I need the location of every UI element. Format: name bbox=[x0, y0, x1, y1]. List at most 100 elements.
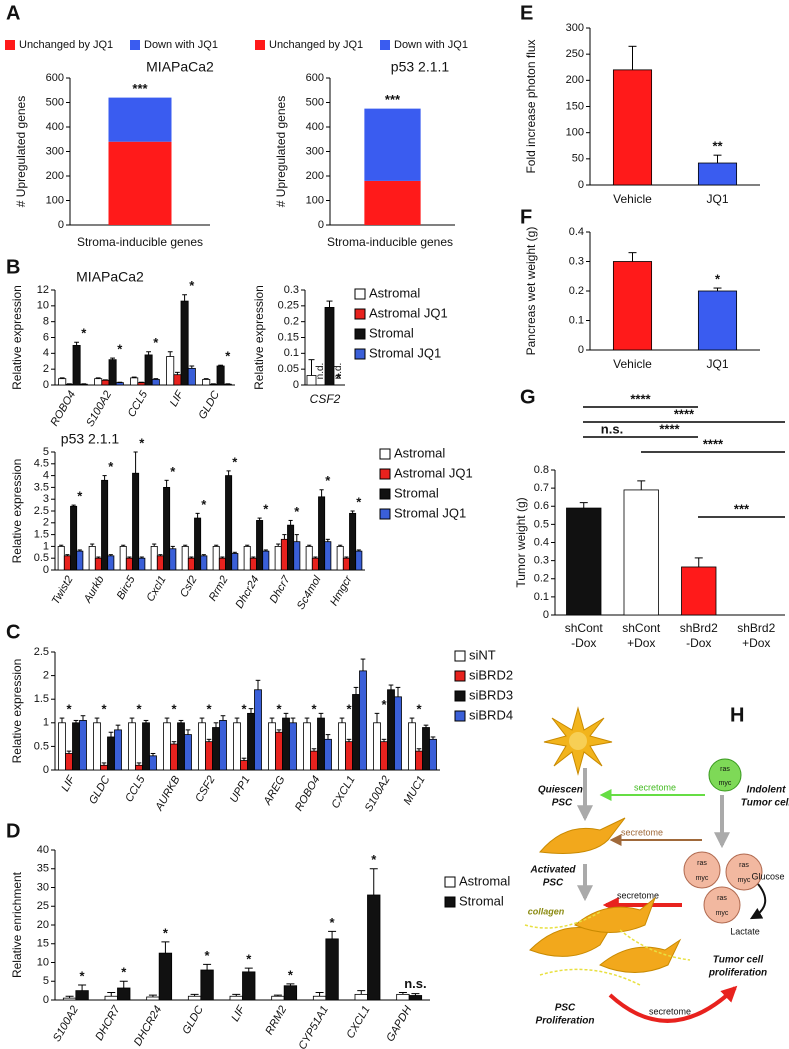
y-tick-label: 0 bbox=[43, 994, 49, 1006]
bar bbox=[317, 717, 325, 771]
y-tick-label: 1.5 bbox=[34, 529, 49, 541]
bar bbox=[325, 938, 339, 1001]
label: Glucose bbox=[751, 871, 784, 881]
bar bbox=[271, 995, 285, 1001]
bar bbox=[219, 720, 227, 771]
bar bbox=[181, 546, 189, 571]
bar bbox=[79, 720, 87, 771]
legend-swatch bbox=[379, 468, 391, 480]
bar bbox=[169, 548, 177, 571]
y-tick-label: 40 bbox=[37, 844, 49, 856]
bar bbox=[187, 557, 195, 571]
bar bbox=[256, 520, 264, 571]
bar bbox=[697, 290, 738, 351]
bar bbox=[63, 555, 71, 571]
x-tick-label: +Dox bbox=[627, 636, 655, 650]
tumor-cell bbox=[725, 853, 763, 891]
bar bbox=[57, 546, 65, 571]
annotation: * bbox=[117, 342, 123, 357]
bar bbox=[373, 722, 381, 771]
annotation: * bbox=[356, 494, 362, 509]
annotation: * bbox=[311, 702, 317, 717]
bar bbox=[88, 546, 96, 571]
x-tick-label: JQ1 bbox=[706, 192, 728, 206]
bar bbox=[93, 722, 101, 771]
bar bbox=[681, 566, 717, 616]
label: proliferation bbox=[708, 968, 767, 979]
bar bbox=[268, 722, 276, 771]
y-tick-label: 0 bbox=[543, 609, 549, 621]
gene: myc bbox=[738, 877, 751, 884]
bar bbox=[387, 689, 395, 771]
y-axis-label: # Upregulated genes bbox=[14, 96, 28, 207]
annotation: * bbox=[171, 702, 177, 717]
y-tick-label: 0.2 bbox=[534, 573, 549, 585]
x-tick-label: CXCL1 bbox=[329, 774, 357, 811]
activated-cell bbox=[539, 817, 626, 854]
annotation: * bbox=[288, 967, 294, 982]
x-tick-label: GLDC bbox=[87, 774, 113, 807]
annotation: * bbox=[108, 459, 114, 474]
bar bbox=[345, 741, 353, 771]
arrow-label: secretome bbox=[634, 782, 676, 792]
y-axis-label: Relative expression bbox=[10, 285, 24, 390]
legend-swatch bbox=[379, 448, 391, 460]
panel-label: H bbox=[730, 704, 744, 726]
bar bbox=[94, 557, 102, 571]
panel-label: B bbox=[6, 256, 20, 278]
annotation: * bbox=[77, 489, 83, 504]
bar bbox=[364, 180, 421, 225]
x-tick-label: Dhcr7 bbox=[268, 573, 294, 605]
y-axis-label: Relative enrichment bbox=[10, 871, 24, 978]
legend-label: Astromal JQ1 bbox=[394, 465, 473, 480]
x-tick-label: Csf2 bbox=[178, 574, 200, 600]
y-tick-label: 600 bbox=[306, 72, 324, 84]
legend-swatch bbox=[354, 308, 366, 320]
bar bbox=[429, 738, 437, 771]
legend-label: Unchanged by JQ1 bbox=[19, 39, 113, 51]
annotation: * bbox=[346, 702, 352, 717]
y-tick-label: 100 bbox=[566, 127, 584, 139]
y-tick-label: 5 bbox=[43, 975, 49, 987]
annotation: * bbox=[80, 968, 86, 983]
psc-cell bbox=[599, 938, 682, 973]
y-tick-label: 25 bbox=[37, 900, 49, 912]
y-tick-label: 2.5 bbox=[34, 505, 49, 517]
bar bbox=[156, 555, 164, 571]
y-tick-label: 4 bbox=[43, 347, 49, 359]
y-tick-label: 0 bbox=[43, 764, 49, 776]
y-tick-label: 300 bbox=[46, 145, 64, 157]
bar bbox=[282, 717, 290, 771]
bar bbox=[303, 722, 311, 771]
x-tick-label: ROBO4 bbox=[48, 389, 78, 428]
bar bbox=[324, 541, 332, 571]
bar bbox=[566, 507, 602, 616]
annotation: * bbox=[81, 326, 87, 341]
legend-swatch bbox=[379, 488, 391, 500]
x-tick-label: LIF bbox=[59, 773, 78, 794]
x-tick-label: Vehicle bbox=[613, 192, 652, 206]
bar bbox=[101, 379, 110, 386]
bar bbox=[318, 496, 326, 571]
bar bbox=[137, 382, 146, 386]
y-tick-label: 0.1 bbox=[569, 314, 584, 326]
y-tick-label: 4.5 bbox=[34, 458, 49, 470]
bar bbox=[408, 722, 416, 771]
y-tick-label: 300 bbox=[566, 22, 584, 34]
x-tick-label: LIF bbox=[168, 388, 187, 409]
label: collagen bbox=[528, 906, 565, 916]
bar bbox=[166, 356, 175, 386]
bar bbox=[612, 69, 653, 186]
x-tick-label: S100A2 bbox=[51, 1004, 81, 1044]
indolent-cell bbox=[708, 758, 742, 792]
bar bbox=[342, 557, 350, 571]
bar bbox=[283, 985, 298, 1001]
bar bbox=[623, 489, 659, 616]
x-tick-label: S100A2 bbox=[363, 774, 393, 814]
x-tick-label: CSF2 bbox=[193, 774, 217, 804]
arrow-label: secretome bbox=[617, 890, 659, 900]
y-axis-label: Relative expression bbox=[10, 459, 24, 564]
bar bbox=[163, 722, 171, 771]
bar bbox=[107, 736, 115, 771]
bar bbox=[135, 764, 143, 771]
